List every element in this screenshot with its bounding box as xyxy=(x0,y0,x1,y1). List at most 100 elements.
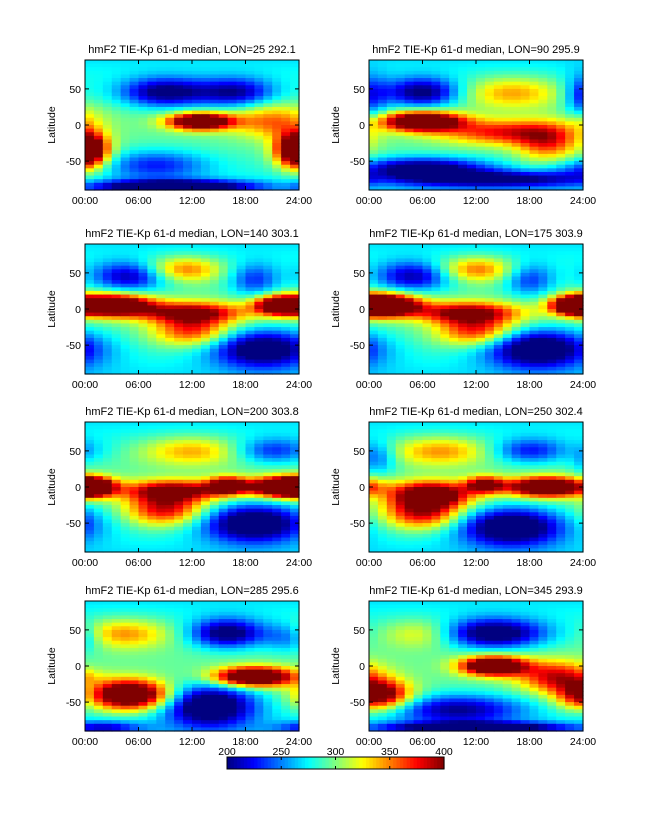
heatmap-cell xyxy=(281,153,291,159)
heatmap-cell xyxy=(290,150,300,155)
heatmap-cell xyxy=(502,63,513,68)
heatmap-cell xyxy=(440,294,450,299)
heatmap-cell xyxy=(129,81,140,86)
heatmap-cell xyxy=(290,348,300,353)
heatmap-cell xyxy=(484,244,495,249)
heatmap-cell xyxy=(102,425,113,430)
heatmap-cell xyxy=(395,370,406,375)
heatmap-cell xyxy=(511,370,522,375)
heatmap-cell xyxy=(147,450,157,456)
heatmap-cell xyxy=(484,337,495,343)
heatmap-cell xyxy=(156,468,166,474)
heatmap-cell xyxy=(85,348,95,353)
heatmap-cell xyxy=(165,494,175,499)
heatmap-cell xyxy=(129,319,140,325)
heatmap-cell xyxy=(93,301,104,306)
heatmap-cell xyxy=(129,106,140,112)
heatmap-cell xyxy=(200,327,211,332)
heatmap-cell xyxy=(85,490,95,495)
heatmap-cell xyxy=(165,81,175,86)
heatmap-cell xyxy=(102,334,113,339)
heatmap-cell xyxy=(493,132,504,137)
heatmap-cell xyxy=(511,290,522,296)
heatmap-cell xyxy=(476,99,486,104)
heatmap-cell xyxy=(192,139,202,144)
heatmap-cell xyxy=(147,316,157,321)
heatmap-cell xyxy=(93,182,104,187)
heatmap-cell xyxy=(174,501,184,506)
heatmap-cell xyxy=(111,254,122,260)
heatmap-cell xyxy=(183,476,193,481)
heatmap-cell xyxy=(245,290,256,296)
heatmap-cell xyxy=(93,472,104,477)
heatmap-cell xyxy=(574,106,584,112)
heatmap-cell xyxy=(147,146,157,151)
heatmap-cell xyxy=(245,60,256,65)
heatmap-cell xyxy=(200,164,211,169)
heatmap-cell xyxy=(281,330,291,335)
heatmap-cell xyxy=(476,494,486,499)
heatmap-cell xyxy=(565,139,575,144)
heatmap-cell xyxy=(369,355,379,361)
heatmap-cell xyxy=(281,117,291,122)
heatmap-cell xyxy=(377,530,388,535)
heatmap-cell xyxy=(493,161,504,166)
heatmap-cell xyxy=(440,526,450,531)
heatmap-cell xyxy=(547,280,557,285)
heatmap-cell xyxy=(129,103,140,108)
heatmap-cell xyxy=(377,186,388,191)
heatmap-cell xyxy=(395,247,406,252)
heatmap-cell xyxy=(290,425,300,430)
heatmap-cell xyxy=(565,60,575,65)
heatmap-cell xyxy=(111,171,122,177)
heatmap-cell xyxy=(218,298,229,303)
heatmap-cell xyxy=(245,301,256,306)
heatmap-cell xyxy=(245,461,256,466)
heatmap-cell xyxy=(493,78,504,83)
heatmap-cell xyxy=(422,85,433,90)
heatmap-cell xyxy=(404,251,415,256)
heatmap-cell xyxy=(156,128,166,133)
heatmap-cell xyxy=(85,135,95,141)
heatmap-cell xyxy=(440,262,450,267)
heatmap-cell xyxy=(200,436,211,441)
heatmap-cell xyxy=(129,450,140,456)
heatmap-cell xyxy=(200,269,211,274)
heatmap-cell xyxy=(476,348,486,353)
heatmap-cell xyxy=(476,157,486,162)
heatmap-cell xyxy=(120,501,131,506)
heatmap-cell xyxy=(404,139,415,144)
heatmap-cell xyxy=(102,182,113,187)
heatmap-cell xyxy=(147,67,157,72)
heatmap-cell xyxy=(422,352,433,357)
heatmap-cell xyxy=(174,290,184,296)
heatmap-cell xyxy=(200,494,211,499)
heatmap-cell xyxy=(422,355,433,361)
heatmap-cell xyxy=(200,179,211,184)
heatmap-cell xyxy=(413,182,424,187)
heatmap-cell xyxy=(484,117,495,122)
heatmap-cell xyxy=(395,60,406,65)
heatmap-cell xyxy=(200,60,211,65)
heatmap-cell xyxy=(218,519,229,524)
heatmap-cell xyxy=(493,359,504,364)
heatmap-cell xyxy=(129,67,140,72)
heatmap-cell xyxy=(183,81,193,86)
heatmap-cell xyxy=(147,103,157,108)
heatmap-cell xyxy=(547,153,557,159)
heatmap-cell xyxy=(431,135,441,141)
heatmap-cell xyxy=(200,476,211,481)
heatmap-cell xyxy=(236,150,247,155)
heatmap-cell xyxy=(476,476,486,481)
heatmap-cell xyxy=(209,182,220,187)
heatmap-cell xyxy=(245,458,256,463)
heatmap-cell xyxy=(218,370,229,375)
heatmap-cell xyxy=(377,355,388,361)
heatmap-cell xyxy=(538,103,548,108)
heatmap-cell xyxy=(547,132,557,137)
heatmap-cell xyxy=(449,132,459,137)
heatmap-cell xyxy=(369,135,379,141)
heatmap-cell xyxy=(236,425,247,430)
heatmap-cell xyxy=(281,96,291,101)
heatmap-cell xyxy=(102,128,113,133)
